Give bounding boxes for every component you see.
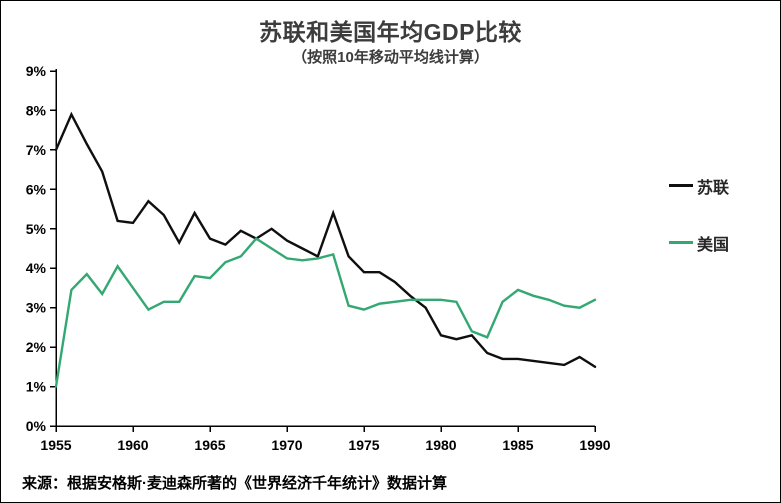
legend-item-us: 美国 [669,233,730,254]
y-tick-label: 0% [26,418,47,434]
x-tick-label: 1990 [579,437,610,453]
x-tick-label: 1960 [117,437,148,453]
x-tick-label: 1965 [194,437,225,453]
y-tick-label: 5% [26,221,47,237]
x-tick-label: 1985 [502,437,533,453]
y-tick-label: 3% [26,300,47,316]
y-tick-label: 8% [26,102,47,118]
x-tick-label: 1975 [348,437,379,453]
soviet-line [54,111,597,368]
chart-subtitle: （按照10年移动平均线计算） [292,49,489,66]
legend-item-soviet: 苏联 [669,176,730,197]
y-tick-label: 4% [26,260,47,276]
y-tick-label: 9% [26,63,47,79]
source-note: 来源：根据安格斯·麦迪森所著的《世界经济千年统计》数据计算 [22,475,447,492]
legend-label-soviet: 苏联 [697,179,730,197]
x-tick-label: 1955 [40,437,71,453]
y-tick-label: 2% [26,339,47,355]
chart-title: 苏联和美国年均GDP比较 [259,19,522,45]
soviet-line-swatch [669,184,693,187]
y-tick-label: 6% [26,181,47,197]
legend: 苏联 美国 [669,176,730,254]
y-tick-label: 7% [26,142,47,158]
y-tick-label: 1% [26,379,47,395]
x-tick-label: 1980 [425,437,456,453]
x-tick-label: 1970 [271,437,302,453]
us-line-swatch [669,241,693,244]
legend-label-us: 美国 [697,236,730,254]
us-line [54,237,597,388]
